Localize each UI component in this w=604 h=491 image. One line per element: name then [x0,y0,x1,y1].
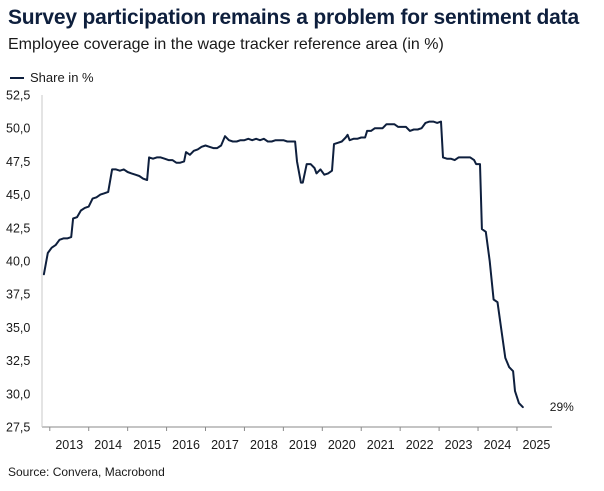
y-tick-label: 42,5 [6,221,30,235]
axes: 27,5 30,0 32,5 35,0 37,5 40,0 42,5 45,0 47,5 50,0… [6,89,552,452]
x-tick-label: 2017 [211,438,239,452]
y-tick-label: 40,0 [6,255,30,269]
source-note: Source: Convera, Macrobond [8,465,165,479]
y-tick-label: 35,0 [6,321,30,335]
end-value-label: 29% [550,400,574,414]
x-tick-label: 2021 [367,438,395,452]
legend: Share in % [10,70,94,85]
x-tick-label: 2015 [133,438,161,452]
y-tick-label: 37,5 [6,288,30,302]
chart-title: Survey participation remains a problem f… [8,6,579,29]
y-tick-label: 27,5 [6,421,30,435]
legend-label: Share in % [30,70,94,85]
y-tick-label: 52,5 [6,89,30,103]
x-tick-label: 2016 [172,438,200,452]
x-tick-label: 2023 [445,438,473,452]
y-tick-label: 45,0 [6,188,30,202]
legend-swatch [10,76,24,79]
x-tick-label: 2014 [94,438,122,452]
x-tick-label: 2019 [289,438,317,452]
x-tick-label: 2025 [523,438,551,452]
y-tick-label: 30,0 [6,387,30,401]
chart-subtitle: Employee coverage in the wage tracker re… [8,36,444,53]
series-line-share [42,120,524,409]
x-tick-label: 2013 [55,438,83,452]
x-tick-label: 2024 [484,438,512,452]
x-tick-label: 2020 [328,438,356,452]
x-tick-label: 2022 [406,438,434,452]
plot-area: 29% [42,120,574,414]
y-tick-label: 32,5 [6,354,30,368]
x-tick-label: 2018 [250,438,278,452]
y-tick-label: 50,0 [6,122,30,136]
y-tick-label: 47,5 [6,155,30,169]
